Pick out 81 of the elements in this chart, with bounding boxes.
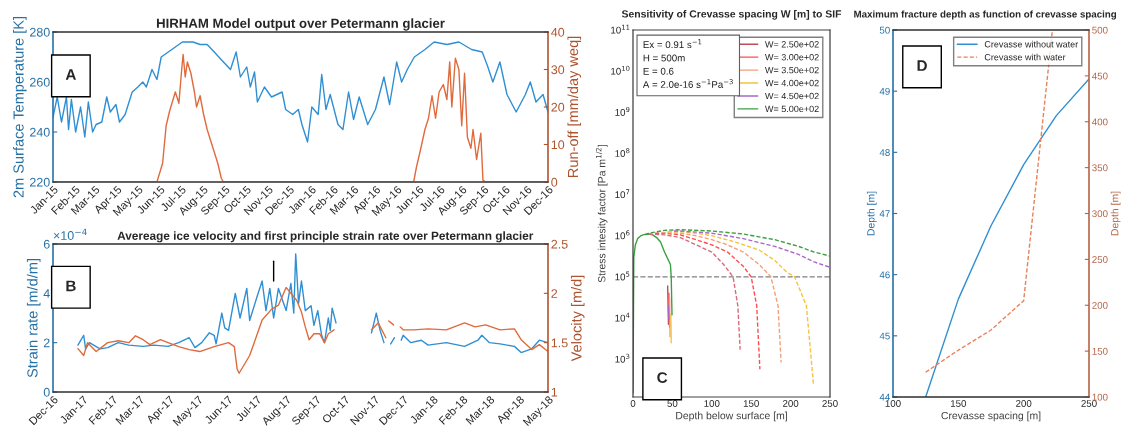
annotation: C xyxy=(657,372,668,383)
y2-axis-title: Velocity [m/d] xyxy=(570,275,585,362)
y-tick-label: 10$^{5}$ xyxy=(615,271,630,281)
y-tick-label: 49 xyxy=(879,87,890,95)
annotation: B xyxy=(66,280,76,292)
chart-title: HIRHAM Model output over Petermann glacier xyxy=(156,18,445,31)
x-tick-label: 150 xyxy=(743,400,759,407)
y2-tick-label: 500 xyxy=(1092,26,1108,34)
annotation: E = 0.6 xyxy=(643,67,674,75)
chart-title: Sensitivity of Crevasse spacing W [m] to SIF xyxy=(621,9,842,20)
y2-tick-label: 200 xyxy=(1092,301,1108,309)
y-tick-label: 0 xyxy=(43,387,50,397)
y2-tick-label: 0 xyxy=(551,177,558,187)
chart-title: Maximum fracture depth as function of crevasse spacing xyxy=(854,10,1117,20)
y2-tick-label: 400 xyxy=(1092,118,1108,126)
y-tick-label: 220 xyxy=(30,177,50,187)
y-tick-label: 10$^{4}$ xyxy=(615,312,630,322)
annotation: A xyxy=(65,69,77,80)
y2-tick-label: 250 xyxy=(1092,256,1108,263)
x-tick-label: 150 xyxy=(950,400,967,407)
legend-label: W= 3.50e+02 xyxy=(765,66,819,74)
x-tick-label: 50 xyxy=(667,400,678,407)
x-tick-label: 250 xyxy=(1081,400,1097,407)
x-tick-label: 0 xyxy=(630,400,636,407)
y2-tick-label: 450 xyxy=(1092,72,1108,80)
x-tick-label: 100 xyxy=(885,400,901,407)
y-tick-label: 260 xyxy=(30,77,50,87)
legend-label: W= 4.50e+02 xyxy=(765,92,819,100)
y-axis-title: Depth [m] xyxy=(866,191,877,236)
y-tick-label: 46 xyxy=(879,271,890,279)
text: ×10$^{−4}$ xyxy=(53,228,87,240)
legend-label: W= 2.50e+02 xyxy=(765,41,819,48)
y-tick-label: 240 xyxy=(30,127,50,137)
y-tick-label: 10$^{7}$ xyxy=(615,189,630,199)
x-axis-title: Depth below surface [m] xyxy=(676,411,787,422)
y2-tick-label: 1.5 xyxy=(551,338,568,348)
y-tick-label: 47 xyxy=(879,210,890,218)
y2-tick-label: 2 xyxy=(551,289,558,298)
x-axis-title: Crevasse spacing [m] xyxy=(941,411,1041,422)
y2-tick-label: 1 xyxy=(551,387,558,397)
y2-axis-title: Run-off [mm/day weq] xyxy=(567,36,582,177)
y2-tick-label: 150 xyxy=(1092,347,1108,355)
y2-tick-label: 40 xyxy=(551,27,565,37)
x-tick-label: 100 xyxy=(704,400,720,407)
y-tick-label: 6 xyxy=(43,239,50,249)
y2-tick-label: 350 xyxy=(1092,164,1108,172)
legend-label: W= 5.00e+02 xyxy=(765,105,819,113)
y-tick-label: 4 xyxy=(43,289,50,298)
y-axis-title: 2m Surface Temperature [K] xyxy=(13,16,27,198)
y-tick-label: 10$^{3}$ xyxy=(615,353,630,363)
y2-tick-label: 20 xyxy=(551,102,565,112)
legend-label: W= 3.00e+02 xyxy=(765,54,819,61)
y2-tick-label: 300 xyxy=(1092,210,1108,218)
annotation: A = 2.0e-16 s$^{−1}$Pa$^{−3}$ xyxy=(642,79,733,88)
y-axis-title: Strain rate [m/d/m] xyxy=(26,259,41,378)
y-tick-label: 48 xyxy=(879,149,890,156)
y-tick-label: 45 xyxy=(879,332,890,340)
y2-tick-label: 30 xyxy=(551,65,565,75)
legend-label: Crevasse without water xyxy=(984,40,1079,48)
y-tick-label: 10$^{11}$ xyxy=(611,24,630,34)
y-tick-label: 2 xyxy=(43,338,50,348)
legend-label: Crevasse with water xyxy=(984,53,1066,61)
y-tick-label: 10$^{6}$ xyxy=(615,230,630,240)
y-tick-label: 10$^{8}$ xyxy=(615,148,630,157)
chart-title: Avereage ice velocity and first principle strain rate over Petermann glacier xyxy=(117,231,534,243)
y-tick-label: 280 xyxy=(30,27,50,37)
annotation: H = 500m xyxy=(643,54,685,62)
y-tick-label: 10$^{10}$ xyxy=(611,65,630,75)
y-axis-title: Stress intesity factor [Pa m$^{1/2}$] xyxy=(595,144,608,283)
y2-tick-label: 2.5 xyxy=(551,239,568,249)
y-tick-label: 44 xyxy=(879,393,890,401)
legend-label: W= 4.00e+02 xyxy=(765,79,819,87)
annotation: Ex = 0.91 s$^{−1}$ xyxy=(643,39,702,49)
annotation: D xyxy=(917,60,927,71)
y2-tick-label: 10 xyxy=(551,140,565,150)
y-tick-label: 10$^{9}$ xyxy=(615,106,630,116)
x-tick-label: 200 xyxy=(1016,400,1032,407)
x-tick-label: 200 xyxy=(782,400,799,407)
y2-axis-title: Depth [m] xyxy=(1110,191,1121,236)
y-tick-label: 50 xyxy=(879,26,890,34)
x-tick-label: 250 xyxy=(822,400,838,407)
